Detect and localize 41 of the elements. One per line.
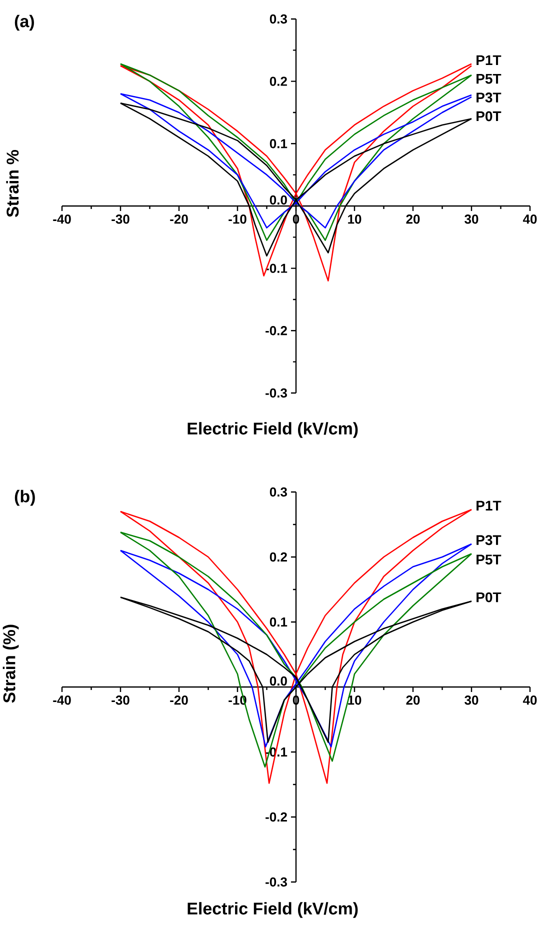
x-tick-label: 40 — [522, 214, 537, 224]
series-label: P5T — [476, 554, 502, 564]
y-tick-label: -0.2 — [266, 326, 287, 336]
x-tick-label: 10 — [348, 696, 362, 705]
y-tick-label: -0.2 — [266, 812, 287, 822]
x-tick-label: 10 — [348, 214, 362, 224]
series-label: P0T — [476, 592, 502, 602]
y-tick-label: 0.0 — [270, 676, 287, 686]
x-tick-label: 40 — [522, 696, 537, 705]
y-tick-label: 0.3 — [270, 487, 287, 497]
x-tick-label: -10 — [228, 214, 246, 224]
series-label: P1T — [476, 500, 502, 510]
x-tick-label: 20 — [406, 696, 420, 705]
series-label: P5T — [476, 74, 502, 84]
y-tick-label: 0.3 — [270, 14, 287, 24]
y-tick-label: 0.2 — [270, 552, 287, 562]
x-tick-label: 20 — [406, 214, 420, 224]
y-tick-label: 0.0 — [270, 195, 287, 205]
x-tick-label: -40 — [53, 696, 71, 705]
x-tick-label: -30 — [112, 214, 130, 224]
y-tick-label: 0.1 — [270, 139, 288, 148]
x-tick-label: 30 — [464, 214, 478, 224]
chart-title: (a) — [14, 14, 34, 31]
y-axis-title: Strain % — [6, 150, 19, 218]
chart-title: (b) — [14, 490, 35, 506]
x-tick-label: -30 — [112, 696, 130, 705]
y-axis-title: Strain (%) — [2, 624, 19, 703]
x-tick-label: -40 — [53, 214, 71, 224]
y-tick-label: 0.1 — [270, 617, 288, 627]
x-axis-title: Electric Field (kV/cm) — [188, 422, 358, 438]
series-label: P0T — [476, 111, 502, 122]
x-tick-label: 30 — [464, 696, 478, 705]
x-tick-label: -20 — [170, 214, 188, 224]
y-tick-label: 0.2 — [270, 76, 287, 86]
series-label: P3T — [476, 92, 502, 103]
y-tick-label: -0.3 — [266, 388, 287, 398]
x-tick-label: -20 — [170, 696, 188, 705]
x-axis-title: Electric Field (kV/cm) — [188, 902, 358, 918]
series-label: P3T — [476, 535, 502, 546]
y-tick-label: -0.3 — [266, 877, 287, 887]
series-label: P1T — [476, 55, 502, 65]
